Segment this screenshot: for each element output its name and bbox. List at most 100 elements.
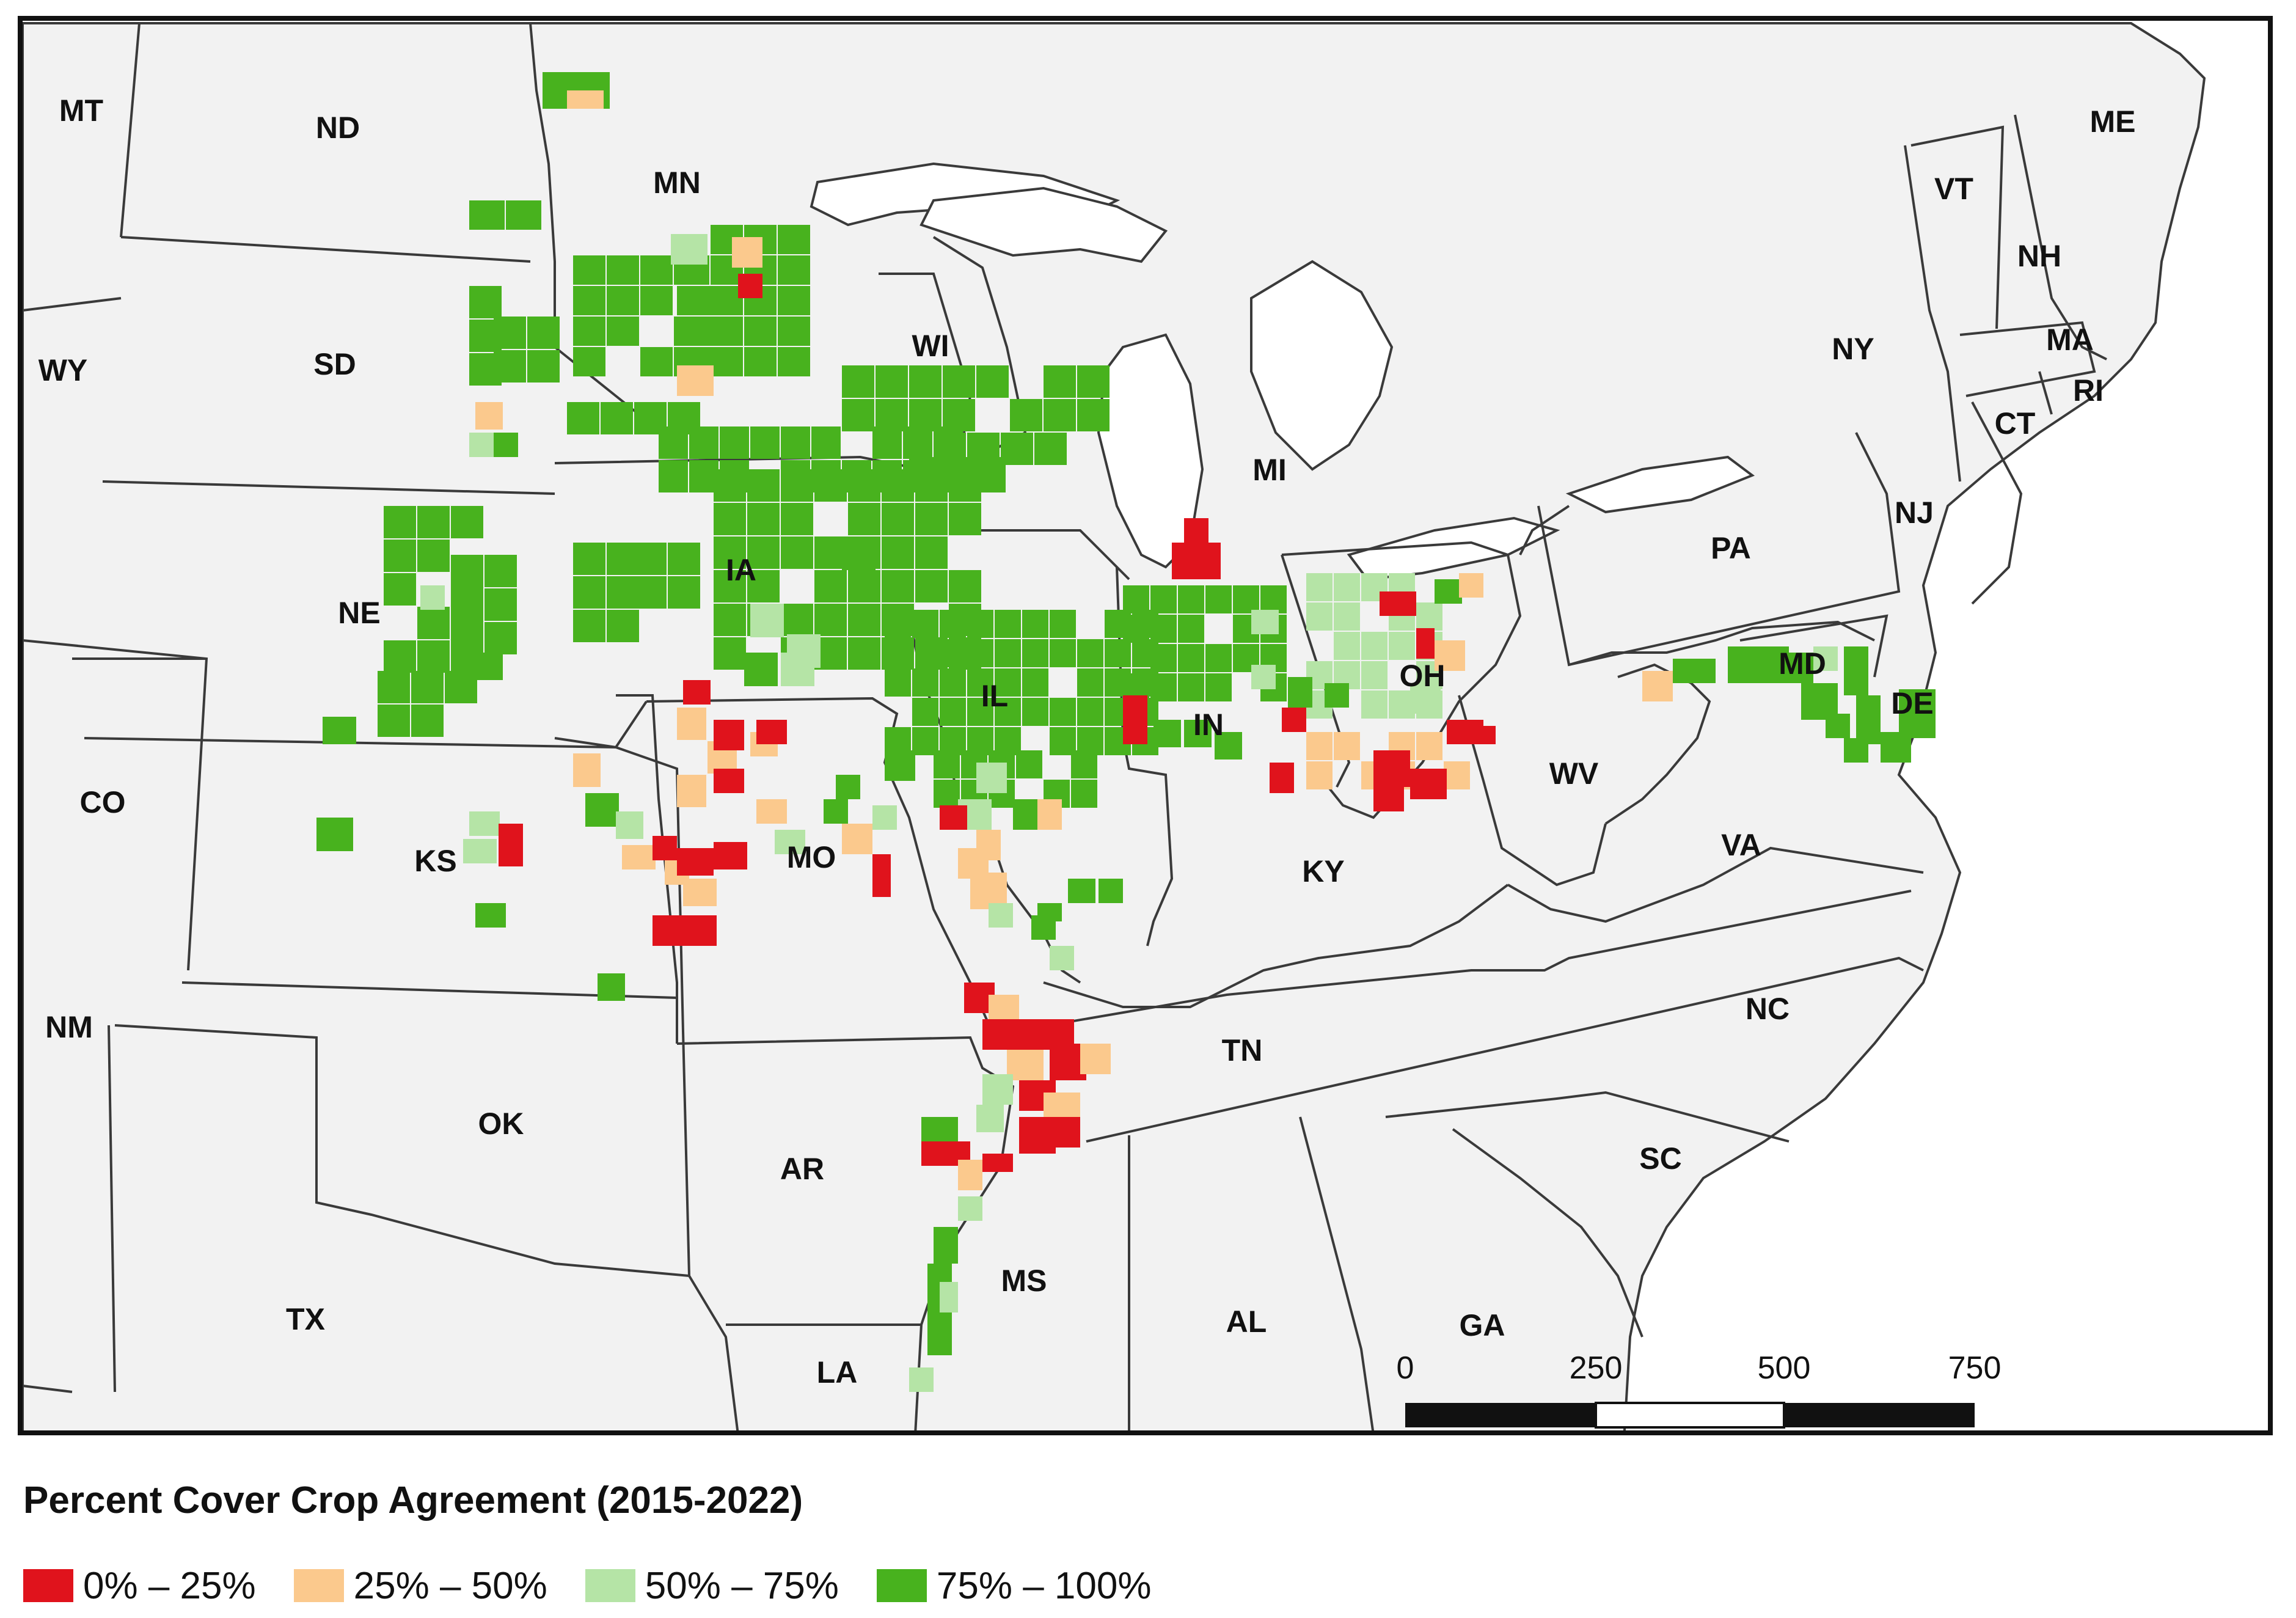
county-cell <box>943 399 975 431</box>
county-cell <box>683 915 717 946</box>
county-cell <box>573 610 605 642</box>
county-cell <box>714 604 746 636</box>
county-cell <box>912 610 938 638</box>
county-cell <box>567 402 599 434</box>
county-cell <box>1077 399 1110 431</box>
county-cell <box>1459 573 1483 598</box>
county-cell <box>1013 799 1037 830</box>
county-cell <box>1019 1117 1056 1154</box>
county-cell <box>1123 615 1149 643</box>
county-cell <box>1044 365 1076 398</box>
county-cell <box>1178 585 1204 613</box>
county-cell <box>989 903 1013 928</box>
county-cell <box>1022 610 1048 638</box>
state-label-tn: TN <box>1222 1033 1263 1067</box>
county-cell <box>671 234 707 265</box>
county-cell <box>463 839 497 863</box>
county-cell <box>640 286 673 315</box>
county-cell <box>1215 732 1242 760</box>
county-cell <box>1416 732 1442 760</box>
county-cell <box>411 705 444 737</box>
county-cell <box>882 503 914 535</box>
county-cell <box>778 347 810 376</box>
county-cell <box>1844 738 1868 763</box>
scale-tick-500: 500 <box>1758 1350 1811 1386</box>
county-cell <box>1178 673 1204 701</box>
county-cell <box>573 317 605 346</box>
county-cell <box>1050 698 1076 726</box>
county-cell <box>1881 732 1911 763</box>
county-cell <box>1270 763 1294 793</box>
county-cell <box>659 460 688 492</box>
county-cell <box>1416 602 1442 631</box>
state-label-co: CO <box>80 785 126 819</box>
county-cell <box>711 286 743 315</box>
county-cell <box>607 255 639 285</box>
county-cell <box>1334 632 1360 660</box>
county-cell <box>1172 543 1221 579</box>
great-lakes <box>810 162 1755 581</box>
county-cell <box>1471 726 1496 744</box>
county-cell <box>940 805 967 830</box>
county-cell <box>781 536 813 569</box>
county-cell <box>967 698 993 726</box>
county-cell <box>677 848 714 876</box>
county-cell <box>1077 365 1110 398</box>
scale-tick-0: 0 <box>1397 1350 1414 1386</box>
county-cell <box>915 570 948 602</box>
county-cell <box>781 604 813 636</box>
county-cell <box>607 543 639 575</box>
legend-label: 75% – 100% <box>936 1564 1152 1607</box>
county-cell <box>1334 573 1360 601</box>
state-label-wi: WI <box>912 329 949 363</box>
county-cell <box>1034 433 1067 465</box>
county-cell <box>1044 399 1076 431</box>
county-cell <box>1056 1117 1080 1148</box>
county-cell <box>876 365 908 398</box>
county-cell <box>1123 585 1149 613</box>
state-label-ok: OK <box>478 1107 524 1141</box>
county-cell <box>781 653 814 686</box>
state-label-vt: VT <box>1934 172 1973 206</box>
county-cell <box>607 610 639 642</box>
state-label-ia: IA <box>726 553 756 587</box>
county-cell <box>714 503 746 535</box>
county-cell <box>484 622 517 654</box>
state-label-ky: KY <box>1302 854 1344 888</box>
county-cell <box>668 576 700 609</box>
county-cell <box>750 426 780 459</box>
county-cell <box>567 90 604 109</box>
county-cell <box>384 506 416 538</box>
county-cell <box>747 536 780 569</box>
county-cell <box>1288 677 1312 708</box>
county-cell <box>469 811 500 836</box>
county-cell <box>640 347 673 376</box>
county-cell <box>882 570 914 602</box>
county-cell <box>1813 646 1838 671</box>
county-cell <box>1856 695 1881 744</box>
state-label-me: ME <box>2090 104 2136 139</box>
county-cell <box>1150 615 1177 643</box>
county-cell <box>1435 579 1462 604</box>
county-cell <box>689 426 718 459</box>
county-cell <box>677 708 706 740</box>
county-cell <box>714 637 746 670</box>
county-cell <box>451 622 483 654</box>
map-canvas[interactable]: MT ND MN SD WY WI MI NE IA NY ME VT NH MA CT RI PA NJ IL IN… <box>23 21 2273 1435</box>
county-cell <box>720 426 749 459</box>
county-cell <box>417 640 450 673</box>
state-label-ks: KS <box>414 844 456 878</box>
county-cell <box>949 570 981 602</box>
scale-tick-750: 750 <box>1948 1350 2002 1386</box>
county-cell <box>573 286 605 315</box>
state-label-mo: MO <box>787 840 836 874</box>
county-cell <box>927 1306 952 1355</box>
state-label-nc: NC <box>1746 992 1790 1026</box>
state-label-mt: MT <box>59 93 103 128</box>
state-label-la: LA <box>817 1355 858 1389</box>
county-cell <box>323 717 356 744</box>
county-cell <box>527 350 560 383</box>
county-cell <box>451 588 483 621</box>
legend-swatch-orange <box>293 1569 344 1602</box>
county-cell <box>1077 639 1103 667</box>
